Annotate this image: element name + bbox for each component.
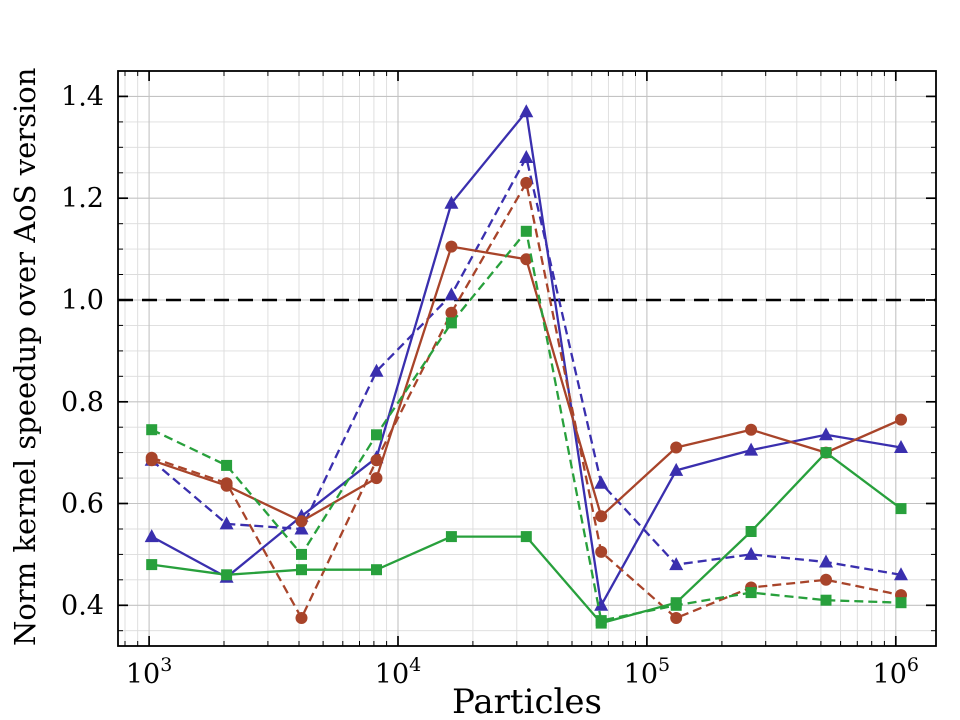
square-marker	[146, 424, 158, 436]
square-marker	[296, 564, 307, 576]
triangle-marker	[444, 195, 459, 209]
triangle-marker	[294, 521, 309, 535]
square-marker	[221, 569, 233, 581]
circle-marker	[670, 441, 683, 454]
triangle-marker	[744, 546, 759, 560]
y-tick-label: 0.6	[61, 489, 104, 520]
series-line	[151, 181, 902, 620]
series-brown-circle-dashed	[145, 176, 907, 624]
y-tick-label: 1.2	[61, 183, 104, 214]
y-tick-label: 1.0	[61, 285, 104, 316]
major-gridlines	[118, 71, 936, 646]
square-marker	[371, 429, 382, 441]
triangle-marker	[594, 475, 609, 489]
square-marker	[520, 225, 532, 237]
square-marker	[445, 317, 457, 329]
y-axis-label: Norm kernel speedup over AoS version	[8, 67, 42, 646]
square-marker	[146, 559, 158, 571]
circle-marker	[370, 472, 383, 485]
circle-marker	[820, 573, 832, 586]
square-marker	[670, 599, 682, 611]
y-tick-label: 0.4	[61, 590, 104, 621]
square-marker	[371, 564, 382, 576]
square-marker	[745, 526, 757, 537]
circle-marker	[295, 612, 308, 624]
circle-marker	[370, 454, 383, 467]
triangle-marker	[519, 104, 534, 118]
circle-marker	[520, 253, 533, 266]
minor-gridlines	[118, 71, 936, 646]
square-marker	[296, 548, 307, 560]
y-tick-label: 1.4	[61, 81, 104, 112]
square-marker	[895, 503, 907, 515]
circle-marker	[220, 477, 233, 490]
circle-marker	[895, 413, 907, 426]
circle-marker	[520, 176, 533, 189]
series-green-square-dashed	[146, 225, 907, 627]
series-brown-circle-solid	[145, 240, 907, 528]
square-marker	[745, 587, 757, 599]
y-tick-label: 0.8	[61, 387, 104, 418]
series-green-square-solid	[146, 447, 907, 629]
series-line	[150, 156, 902, 576]
triangle-marker	[819, 554, 833, 568]
x-axis-label: Particles	[452, 682, 602, 720]
axes-frame	[117, 70, 937, 647]
triangle-marker	[219, 516, 234, 530]
square-marker	[820, 447, 832, 459]
triangle-marker	[669, 557, 684, 571]
square-marker	[445, 531, 457, 543]
square-marker	[221, 459, 233, 471]
triangle-marker	[144, 529, 159, 543]
triangle-marker	[894, 567, 908, 581]
square-marker	[520, 531, 532, 543]
triangle-marker	[744, 442, 759, 456]
triangle-marker	[669, 462, 684, 476]
square-marker	[820, 594, 832, 606]
circle-marker	[745, 423, 758, 436]
triangle-marker	[369, 363, 384, 377]
triangle-marker	[594, 597, 609, 611]
circle-marker	[595, 545, 608, 558]
plot-area	[118, 71, 936, 646]
circle-marker	[595, 510, 608, 523]
circle-marker	[445, 240, 458, 253]
triangle-marker	[819, 427, 833, 441]
circle-marker	[445, 306, 458, 319]
square-marker	[895, 597, 907, 609]
circle-marker	[295, 515, 308, 528]
x-tick-label: 103	[126, 654, 172, 690]
circle-marker	[670, 612, 683, 624]
axis-ticks	[118, 71, 936, 646]
triangle-marker	[894, 440, 908, 453]
square-marker	[595, 615, 607, 627]
triangle-marker	[444, 287, 459, 301]
triangle-marker	[519, 150, 534, 163]
circle-marker	[145, 451, 158, 464]
